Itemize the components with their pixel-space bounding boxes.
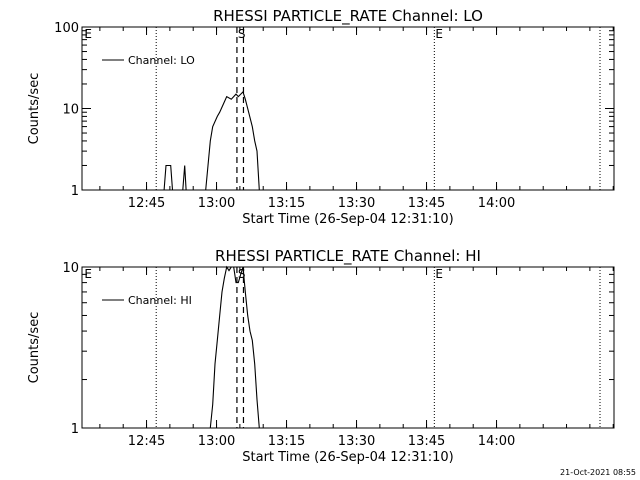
panel-hi-channel: RHESSI PARTICLE_RATE Channel: HI 12:45 13:… — [27, 247, 615, 465]
chart-title: RHESSI PARTICLE_RATE Channel: LO — [213, 7, 483, 26]
series-line — [163, 90, 260, 191]
marker-label: E — [84, 267, 92, 281]
y-tick-label: 1 — [71, 184, 79, 199]
marker-label: S — [238, 267, 246, 281]
series-line — [209, 265, 260, 429]
marker-label: E — [84, 27, 92, 41]
x-tick-label: 13:45 — [408, 434, 445, 449]
x-tick-label: 13:30 — [338, 196, 375, 211]
x-tick-label: 14:00 — [478, 196, 515, 211]
chart-title: RHESSI PARTICLE_RATE Channel: HI — [215, 247, 481, 266]
marker-label: E — [435, 27, 443, 41]
x-tick-label: 14:00 — [478, 434, 515, 449]
y-tick-label: 10 — [62, 261, 79, 276]
y-axis-label: Counts/sec — [27, 312, 42, 384]
legend-label: Channel: LO — [128, 54, 195, 67]
y-axis-label: Counts/sec — [27, 73, 42, 145]
panel-lo-channel: RHESSI PARTICLE_RATE Channel: LO 12:45 13:… — [27, 7, 615, 227]
marker-label: E — [435, 267, 443, 281]
x-tick-label: 12:45 — [128, 196, 165, 211]
y-tick-label: 10 — [62, 103, 79, 118]
x-axis-label: Start Time (26-Sep-04 12:31:10) — [242, 212, 453, 227]
x-tick-label: 13:00 — [198, 434, 235, 449]
plot-frame — [81, 266, 615, 429]
legend-label: Channel: HI — [128, 294, 192, 307]
marker-label: S — [238, 27, 246, 41]
y-tick-label: 1 — [71, 422, 79, 437]
x-tick-label: 12:45 — [128, 434, 165, 449]
x-tick-label: 13:15 — [268, 434, 305, 449]
x-tick-label: 13:00 — [198, 196, 235, 211]
x-axis-label: Start Time (26-Sep-04 12:31:10) — [242, 450, 453, 465]
x-tick-label: 13:45 — [408, 196, 445, 211]
y-tick-label: 100 — [54, 21, 79, 36]
x-tick-label: 13:30 — [338, 434, 375, 449]
footer-timestamp: 21-Oct-2021 08:55 — [560, 468, 636, 477]
x-tick-label: 13:15 — [268, 196, 305, 211]
